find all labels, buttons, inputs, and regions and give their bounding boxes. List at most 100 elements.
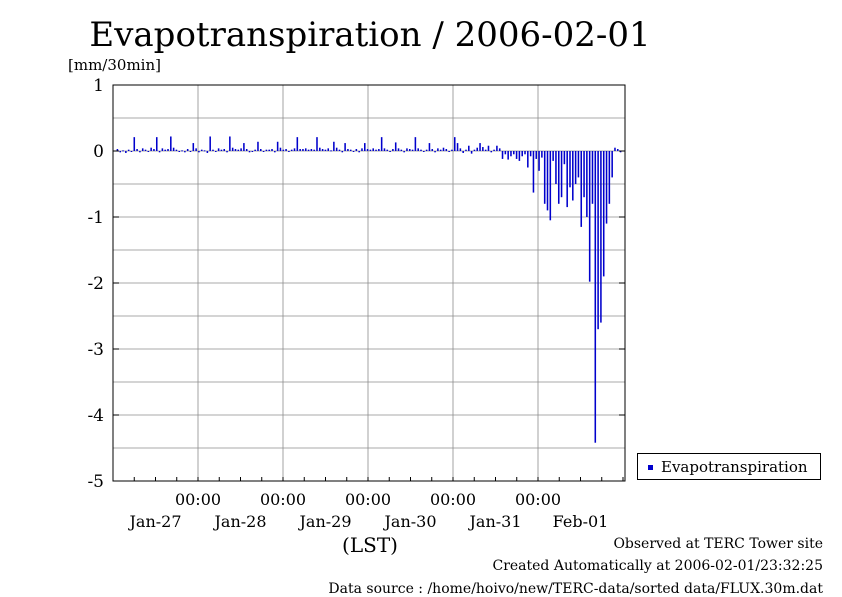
bar [459, 148, 462, 151]
bar [569, 151, 571, 188]
bar [139, 151, 141, 153]
x-axis-ticks: 00:00 00:00 00:00 00:00 00:00 Jan-27 Jan-28 Jan… [112, 477, 624, 531]
bar [141, 148, 144, 151]
y-tick-label: -2 [87, 274, 104, 294]
bar [538, 151, 540, 171]
bar [327, 148, 330, 151]
bar [206, 151, 209, 153]
bar [260, 149, 262, 151]
bar [198, 151, 200, 153]
bar [257, 141, 259, 151]
bar [611, 151, 613, 178]
bar [231, 147, 234, 151]
bar [614, 147, 616, 151]
bar [122, 150, 124, 152]
bar [319, 147, 321, 151]
bar [116, 149, 119, 151]
bar [119, 151, 121, 153]
bar [150, 147, 152, 151]
bar [518, 151, 521, 161]
x-tick-time-label: 00:00 [175, 490, 221, 509]
bar [293, 148, 296, 151]
bar [265, 149, 268, 151]
bar [170, 136, 172, 151]
bar [321, 149, 324, 151]
bar [456, 143, 459, 151]
bar [476, 147, 478, 151]
bar [127, 149, 130, 151]
bar [602, 151, 605, 277]
bar [130, 151, 133, 152]
bar [147, 151, 150, 152]
bar [369, 149, 372, 151]
bar [445, 149, 448, 151]
y-axis-ticks: 1 0 -1 -2 -3 -4 -5 [87, 76, 625, 492]
y-tick-label: -5 [87, 472, 104, 492]
bar [591, 151, 594, 204]
bar [549, 151, 552, 221]
footer-source: Data source : /home/hoivo/new/TERC-data/… [328, 581, 823, 597]
bar [274, 151, 276, 153]
bar [451, 149, 453, 151]
bar [234, 149, 237, 151]
footer-created: Created Automatically at 2006-02-01/23:3… [492, 558, 823, 574]
chart-title: Evapotranspiration / 2006-02-01 [89, 15, 650, 55]
bar [153, 149, 155, 151]
bar [226, 151, 228, 153]
bar [172, 147, 175, 151]
bar [473, 149, 476, 151]
bar [347, 149, 349, 151]
bar [425, 149, 428, 151]
bar [453, 137, 456, 151]
bar [521, 151, 523, 157]
bar [361, 148, 363, 151]
x-tick-date-label: Jan-31 [467, 512, 521, 531]
bar [465, 149, 467, 151]
bar [532, 151, 535, 193]
bar [372, 148, 374, 151]
bar [229, 136, 231, 151]
grid-lines [113, 85, 625, 481]
y-tick-label: 0 [93, 142, 104, 162]
bar [341, 151, 344, 153]
bar [394, 142, 397, 151]
bar [262, 151, 265, 152]
bar [484, 149, 487, 151]
bar [203, 150, 206, 152]
bar [248, 151, 251, 153]
bar [285, 149, 287, 151]
bar [527, 151, 529, 168]
bar [462, 151, 464, 153]
bar [184, 151, 186, 153]
bar [400, 149, 403, 151]
bar [513, 151, 515, 155]
bar [468, 145, 470, 151]
bar [375, 149, 377, 151]
bar [254, 149, 256, 151]
bar [442, 147, 445, 151]
bar [223, 149, 225, 151]
bar [344, 143, 346, 151]
bar [417, 148, 419, 151]
bar [434, 151, 436, 153]
bar [594, 151, 597, 443]
bar [279, 147, 282, 151]
bar [496, 145, 498, 151]
bar [335, 147, 338, 151]
bar [555, 151, 557, 184]
bar [366, 149, 369, 151]
bar [296, 137, 299, 151]
bar [299, 149, 301, 151]
bar [600, 151, 602, 323]
x-tick-time-label: 00:00 [430, 490, 476, 509]
bar [215, 151, 217, 152]
bar [389, 151, 391, 152]
bar [364, 143, 366, 151]
bar [380, 137, 383, 151]
bar [580, 151, 583, 227]
bar [515, 151, 518, 159]
y-axis-label: [mm/30min] [68, 56, 161, 74]
bar [386, 149, 389, 151]
bar [310, 149, 313, 151]
